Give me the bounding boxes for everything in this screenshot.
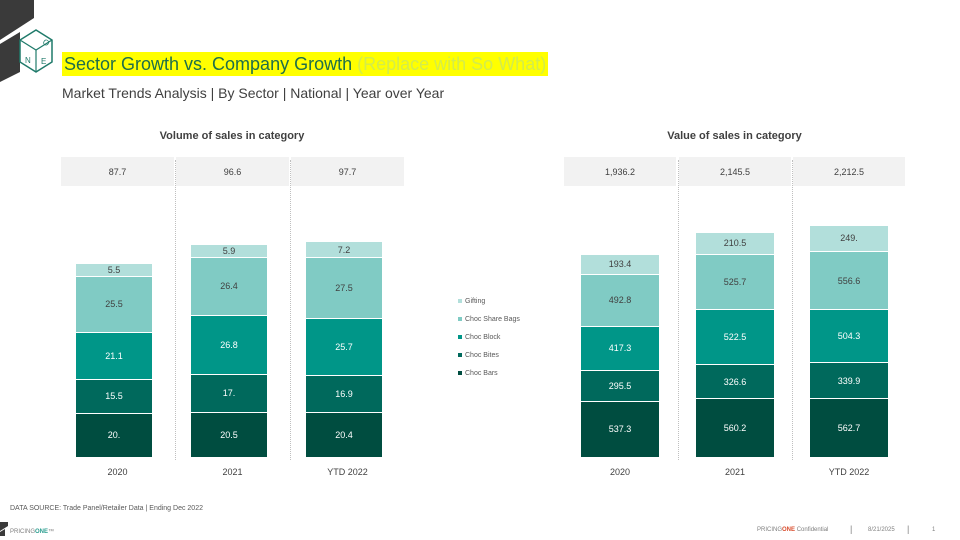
footer-logo-icon xyxy=(0,522,8,536)
volume-bar-choc-bites-2020: 15.5 xyxy=(76,379,152,414)
volume-bar-choc-share-bags-ytd-2022: 27.5 xyxy=(306,257,382,319)
value-bar-choc-block-ytd-2022: 504.3 xyxy=(810,310,888,364)
volume-bar-choc-block-2021: 26.8 xyxy=(191,315,267,376)
page-subtitle: Market Trends Analysis | By Sector | Nat… xyxy=(62,85,445,101)
volume-bar-choc-share-bags-2020: 25.5 xyxy=(76,276,152,333)
legend-label: Choc Share Bags xyxy=(465,315,520,323)
volume-bar-choc-share-bags-2021: 26.4 xyxy=(191,257,267,316)
volume-bar-choc-bars-2020: 20. xyxy=(76,413,152,458)
volume-bar-gifting-2021: 5.9 xyxy=(191,244,267,258)
value-bar-choc-bites-2020: 295.5 xyxy=(581,370,659,402)
volume-bar-choc-block-2020: 21.1 xyxy=(76,332,152,380)
value-bar-choc-share-bags-2021: 525.7 xyxy=(696,254,774,310)
volume-chart-title: Volume of sales in category xyxy=(159,130,305,142)
volume-column-divider xyxy=(290,160,291,460)
legend-swatch-choc-block xyxy=(458,335,462,339)
value-total-2020: 1,936.2 xyxy=(564,157,676,186)
value-bar-choc-bars-ytd-2022: 562.7 xyxy=(810,398,888,458)
legend-label: Gifting xyxy=(465,297,486,305)
volume-x-label-ytd-2022: YTD 2022 xyxy=(327,467,368,477)
value-bar-gifting-2021: 210.5 xyxy=(696,232,774,255)
footer-date: 8/21/2025 xyxy=(868,527,895,533)
data-source-note: DATA SOURCE: Trade Panel/Retailer Data |… xyxy=(10,505,203,512)
svg-text:N: N xyxy=(25,56,31,65)
page-title-note: (Replace with So What) xyxy=(357,54,547,74)
legend-swatch-choc-share-bags xyxy=(458,317,462,321)
legend-item-gifting: Gifting xyxy=(458,292,520,310)
value-chart-title: Value of sales in category xyxy=(667,130,802,142)
footer-separator: | xyxy=(907,524,910,534)
footer-brand: PRICINGONE™ xyxy=(10,529,54,535)
value-total-ytd-2022: 2,212.5 xyxy=(793,157,905,186)
pricingone-logo-icon: O N E xyxy=(0,0,53,82)
volume-bar-choc-bars-2021: 20.5 xyxy=(191,412,267,458)
value-x-label-2021: 2021 xyxy=(724,467,746,477)
volume-bar-gifting-ytd-2022: 7.2 xyxy=(306,242,382,258)
footer-confidential: PRICINGONE Confidential xyxy=(757,527,828,533)
footer-confidential-prefix: PRICING xyxy=(757,527,783,533)
svg-text:O: O xyxy=(41,37,51,48)
legend-label: Choc Block xyxy=(465,333,501,341)
value-bar-choc-bites-2021: 326.6 xyxy=(696,364,774,400)
legend-swatch-choc-bites xyxy=(458,353,462,357)
footer-brand-suffix: ONE xyxy=(35,529,49,535)
value-bar-choc-block-2020: 417.3 xyxy=(581,326,659,371)
legend-item-choc-share-bags: Choc Share Bags xyxy=(458,310,520,328)
value-bar-choc-bars-2020: 537.3 xyxy=(581,401,659,458)
value-bar-choc-share-bags-ytd-2022: 556.6 xyxy=(810,251,888,311)
footer-separator: | xyxy=(850,524,853,534)
volume-total-2020: 87.7 xyxy=(61,157,174,186)
legend-item-choc-block: Choc Block xyxy=(458,328,520,346)
svg-text:E: E xyxy=(41,57,46,66)
volume-bar-choc-block-ytd-2022: 25.7 xyxy=(306,318,382,376)
volume-bar-choc-bars-ytd-2022: 20.4 xyxy=(306,412,382,458)
volume-bar-choc-bites-2021: 17. xyxy=(191,375,267,413)
value-total-2021: 2,145.5 xyxy=(679,157,791,186)
value-column-divider xyxy=(792,160,793,460)
legend-swatch-choc-bars xyxy=(458,371,462,375)
volume-total-ytd-2022: 97.7 xyxy=(291,157,404,186)
footer-brand-tm: ™ xyxy=(48,529,55,535)
value-column-divider xyxy=(678,160,679,460)
value-bar-choc-share-bags-2020: 492.8 xyxy=(581,274,659,327)
legend-item-choc-bars: Choc Bars xyxy=(458,364,520,382)
volume-bar-gifting-2020: 5.5 xyxy=(76,264,152,277)
volume-column-divider xyxy=(175,160,176,460)
volume-total-2021: 96.6 xyxy=(176,157,289,186)
value-x-label-2020: 2020 xyxy=(609,467,631,477)
value-bar-choc-block-2021: 522.5 xyxy=(696,310,774,365)
page-title: Sector Growth vs. Company Growth (Replac… xyxy=(62,52,549,76)
value-bar-choc-bars-2021: 560.2 xyxy=(696,399,774,458)
footer-confidential-suffix: Confidential xyxy=(795,527,829,533)
footer-page-number: 1 xyxy=(932,527,936,533)
legend-item-choc-bites: Choc Bites xyxy=(458,346,520,364)
legend-label: Choc Bars xyxy=(465,369,498,377)
value-bar-choc-bites-ytd-2022: 339.9 xyxy=(810,363,888,399)
volume-bar-choc-bites-ytd-2022: 16.9 xyxy=(306,375,382,413)
chart-legend: Gifting Choc Share Bags Choc Block Choc Bit… xyxy=(458,292,520,382)
value-bar-gifting-2020: 193.4 xyxy=(581,254,659,275)
page-title-text: Sector Growth vs. Company Growth xyxy=(64,54,353,74)
value-bar-gifting-ytd-2022: 249. xyxy=(810,225,888,252)
legend-label: Choc Bites xyxy=(465,351,499,359)
footer-brand-prefix: PRICING xyxy=(10,529,36,535)
volume-x-label-2020: 2020 xyxy=(107,467,128,477)
footer-confidential-one: ONE xyxy=(782,527,796,533)
legend-swatch-gifting xyxy=(458,299,462,303)
value-x-label-ytd-2022: YTD 2022 xyxy=(828,467,870,477)
volume-x-label-2021: 2021 xyxy=(222,467,243,477)
